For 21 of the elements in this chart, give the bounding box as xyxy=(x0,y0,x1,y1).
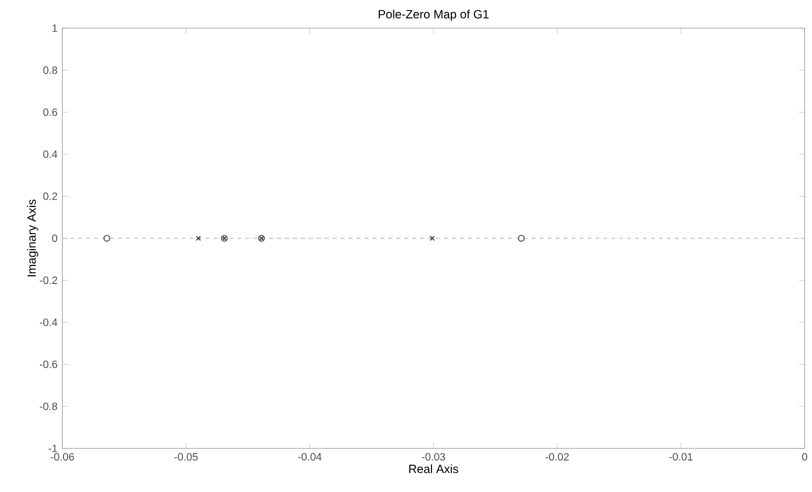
x-tick-label: -0.01 xyxy=(669,453,692,461)
y-tick-label: 1 xyxy=(52,24,58,32)
x-tick-label: 0 xyxy=(802,453,808,461)
x-tick-label: -0.03 xyxy=(422,453,446,461)
y-tick-label: -1 xyxy=(48,444,58,452)
y-tick-label: 0.2 xyxy=(43,192,58,200)
y-tick-label: 0.6 xyxy=(43,108,58,116)
y-tick-label: -0.8 xyxy=(40,402,58,410)
y-tick-label: -0.2 xyxy=(40,276,58,284)
x-tick-label: -0.04 xyxy=(298,453,322,461)
y-tick-label: -0.6 xyxy=(40,360,58,368)
y-tick-label: -0.4 xyxy=(40,318,58,326)
chart-title: Pole-Zero Map of G1 xyxy=(378,10,489,21)
x-axis-title: Real Axis xyxy=(409,464,458,474)
y-tick-label: 0.4 xyxy=(43,150,58,158)
y-axis-title: Imaginary Axis xyxy=(27,200,38,276)
x-tick-label: -0.05 xyxy=(174,453,198,461)
x-tick-label: -0.02 xyxy=(546,453,569,461)
y-tick-label: 0 xyxy=(52,234,58,242)
x-tick-label: -0.06 xyxy=(50,453,74,461)
y-tick-label: 0.8 xyxy=(43,66,58,74)
